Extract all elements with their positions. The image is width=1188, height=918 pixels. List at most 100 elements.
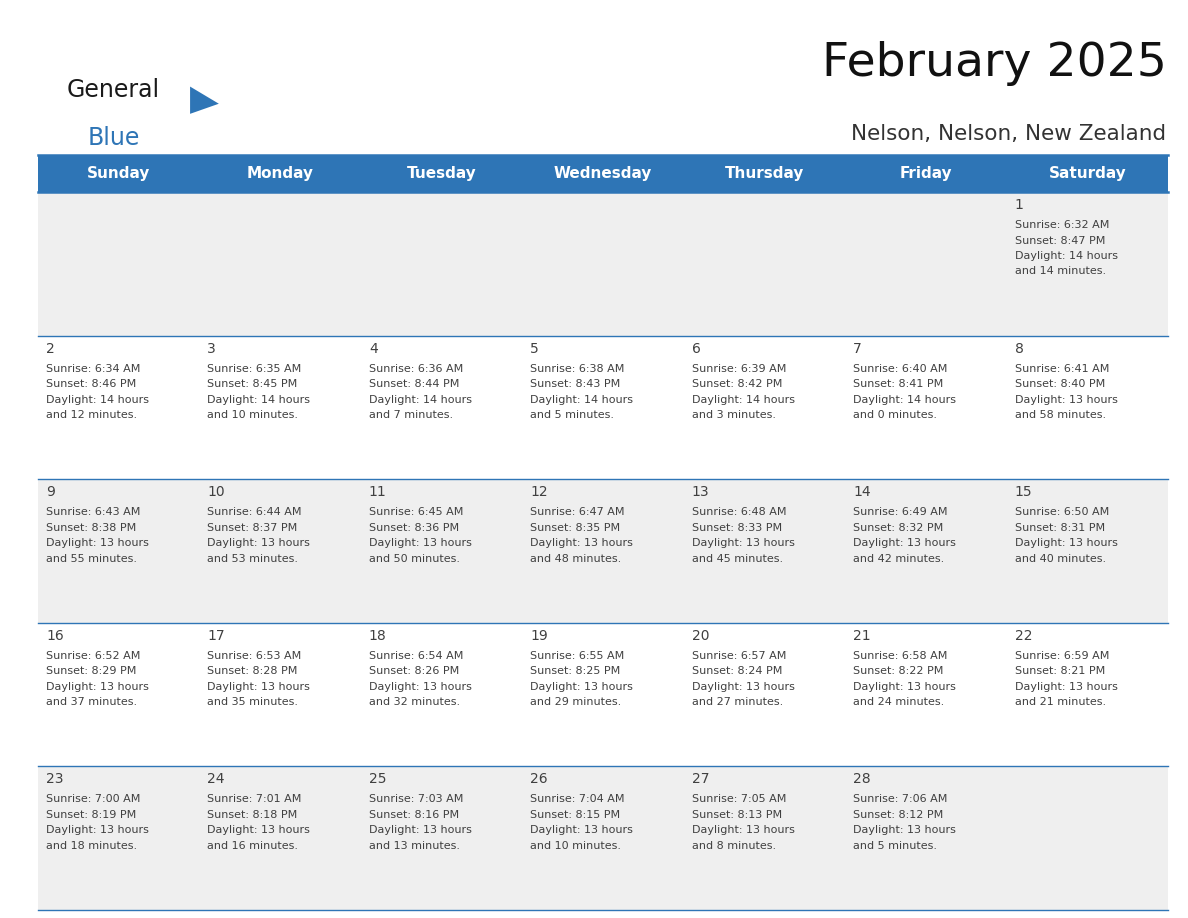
Text: 3: 3 <box>208 341 216 355</box>
Text: 12: 12 <box>530 486 548 499</box>
Text: and 3 minutes.: and 3 minutes. <box>691 410 776 420</box>
Text: and 10 minutes.: and 10 minutes. <box>208 410 298 420</box>
Bar <box>38 336 1168 479</box>
Text: 21: 21 <box>853 629 871 643</box>
Text: Blue: Blue <box>88 126 140 150</box>
Text: Sunset: 8:24 PM: Sunset: 8:24 PM <box>691 666 782 677</box>
Text: 7: 7 <box>853 341 861 355</box>
Text: and 40 minutes.: and 40 minutes. <box>1015 554 1106 564</box>
Text: Daylight: 14 hours: Daylight: 14 hours <box>368 395 472 405</box>
Text: Daylight: 14 hours: Daylight: 14 hours <box>208 395 310 405</box>
Text: Daylight: 13 hours: Daylight: 13 hours <box>853 682 956 692</box>
Text: Sunset: 8:33 PM: Sunset: 8:33 PM <box>691 522 782 532</box>
Text: Daylight: 13 hours: Daylight: 13 hours <box>46 538 148 548</box>
Text: Daylight: 14 hours: Daylight: 14 hours <box>1015 251 1118 261</box>
Text: and 0 minutes.: and 0 minutes. <box>853 410 937 420</box>
Bar <box>38 155 1168 192</box>
Text: Wednesday: Wednesday <box>554 166 652 181</box>
Text: Daylight: 13 hours: Daylight: 13 hours <box>368 538 472 548</box>
Text: Sunset: 8:22 PM: Sunset: 8:22 PM <box>853 666 943 677</box>
Text: and 5 minutes.: and 5 minutes. <box>853 841 937 851</box>
Text: Daylight: 14 hours: Daylight: 14 hours <box>853 395 956 405</box>
Text: Sunrise: 6:44 AM: Sunrise: 6:44 AM <box>208 508 302 517</box>
Text: Sunset: 8:26 PM: Sunset: 8:26 PM <box>368 666 459 677</box>
Text: 18: 18 <box>368 629 386 643</box>
Text: Sunrise: 6:48 AM: Sunrise: 6:48 AM <box>691 508 786 517</box>
Text: Sunset: 8:47 PM: Sunset: 8:47 PM <box>1015 236 1105 245</box>
Text: Daylight: 13 hours: Daylight: 13 hours <box>530 682 633 692</box>
Text: February 2025: February 2025 <box>822 41 1167 86</box>
Text: and 53 minutes.: and 53 minutes. <box>208 554 298 564</box>
Text: and 18 minutes.: and 18 minutes. <box>46 841 137 851</box>
Text: Sunrise: 6:32 AM: Sunrise: 6:32 AM <box>1015 220 1108 230</box>
Text: and 13 minutes.: and 13 minutes. <box>368 841 460 851</box>
Text: Daylight: 13 hours: Daylight: 13 hours <box>208 682 310 692</box>
Text: Nelson, Nelson, New Zealand: Nelson, Nelson, New Zealand <box>852 124 1167 144</box>
Text: Sunrise: 6:34 AM: Sunrise: 6:34 AM <box>46 364 140 374</box>
Text: 20: 20 <box>691 629 709 643</box>
Text: Sunset: 8:25 PM: Sunset: 8:25 PM <box>530 666 620 677</box>
Text: Tuesday: Tuesday <box>406 166 476 181</box>
Text: Sunset: 8:45 PM: Sunset: 8:45 PM <box>208 379 298 389</box>
Text: Daylight: 13 hours: Daylight: 13 hours <box>1015 682 1118 692</box>
Text: and 14 minutes.: and 14 minutes. <box>1015 266 1106 276</box>
Text: Sunrise: 6:52 AM: Sunrise: 6:52 AM <box>46 651 140 661</box>
Text: Sunset: 8:12 PM: Sunset: 8:12 PM <box>853 810 943 820</box>
Text: and 24 minutes.: and 24 minutes. <box>853 698 944 707</box>
Polygon shape <box>190 86 219 114</box>
Text: and 58 minutes.: and 58 minutes. <box>1015 410 1106 420</box>
Text: and 12 minutes.: and 12 minutes. <box>46 410 137 420</box>
Text: Daylight: 14 hours: Daylight: 14 hours <box>691 395 795 405</box>
Bar <box>38 479 1168 622</box>
Text: Saturday: Saturday <box>1049 166 1126 181</box>
Text: Daylight: 13 hours: Daylight: 13 hours <box>208 825 310 835</box>
Text: Sunset: 8:21 PM: Sunset: 8:21 PM <box>1015 666 1105 677</box>
Text: Sunrise: 6:39 AM: Sunrise: 6:39 AM <box>691 364 786 374</box>
Text: Sunrise: 7:06 AM: Sunrise: 7:06 AM <box>853 794 948 804</box>
Text: and 55 minutes.: and 55 minutes. <box>46 554 137 564</box>
Text: Sunset: 8:40 PM: Sunset: 8:40 PM <box>1015 379 1105 389</box>
Text: Sunset: 8:18 PM: Sunset: 8:18 PM <box>208 810 298 820</box>
Text: 9: 9 <box>46 486 55 499</box>
Text: 23: 23 <box>46 772 63 787</box>
Text: and 27 minutes.: and 27 minutes. <box>691 698 783 707</box>
Text: Sunrise: 6:41 AM: Sunrise: 6:41 AM <box>1015 364 1108 374</box>
Text: 19: 19 <box>530 629 548 643</box>
Text: Sunrise: 7:00 AM: Sunrise: 7:00 AM <box>46 794 140 804</box>
Text: Sunrise: 6:38 AM: Sunrise: 6:38 AM <box>530 364 625 374</box>
Bar <box>38 622 1168 767</box>
Text: and 42 minutes.: and 42 minutes. <box>853 554 944 564</box>
Text: Sunset: 8:32 PM: Sunset: 8:32 PM <box>853 522 943 532</box>
Text: Sunday: Sunday <box>87 166 151 181</box>
Text: 2: 2 <box>46 341 55 355</box>
Text: Thursday: Thursday <box>725 166 804 181</box>
Text: 28: 28 <box>853 772 871 787</box>
Text: Sunset: 8:29 PM: Sunset: 8:29 PM <box>46 666 137 677</box>
Text: and 16 minutes.: and 16 minutes. <box>208 841 298 851</box>
Text: Daylight: 13 hours: Daylight: 13 hours <box>368 825 472 835</box>
Text: Daylight: 13 hours: Daylight: 13 hours <box>691 825 795 835</box>
Text: Daylight: 13 hours: Daylight: 13 hours <box>1015 538 1118 548</box>
Text: Sunrise: 6:57 AM: Sunrise: 6:57 AM <box>691 651 786 661</box>
Text: Sunrise: 7:01 AM: Sunrise: 7:01 AM <box>208 794 302 804</box>
Text: 22: 22 <box>1015 629 1032 643</box>
Text: and 5 minutes.: and 5 minutes. <box>530 410 614 420</box>
Text: Daylight: 13 hours: Daylight: 13 hours <box>368 682 472 692</box>
Text: Sunset: 8:31 PM: Sunset: 8:31 PM <box>1015 522 1105 532</box>
Text: Sunrise: 6:50 AM: Sunrise: 6:50 AM <box>1015 508 1108 517</box>
Text: 4: 4 <box>368 341 378 355</box>
Text: Sunset: 8:19 PM: Sunset: 8:19 PM <box>46 810 137 820</box>
Text: Daylight: 14 hours: Daylight: 14 hours <box>46 395 148 405</box>
Text: Sunrise: 7:04 AM: Sunrise: 7:04 AM <box>530 794 625 804</box>
Text: Sunset: 8:46 PM: Sunset: 8:46 PM <box>46 379 137 389</box>
Text: 8: 8 <box>1015 341 1023 355</box>
Text: Sunrise: 6:35 AM: Sunrise: 6:35 AM <box>208 364 302 374</box>
Text: Daylight: 14 hours: Daylight: 14 hours <box>530 395 633 405</box>
Text: 24: 24 <box>208 772 225 787</box>
Text: Daylight: 13 hours: Daylight: 13 hours <box>530 825 633 835</box>
Text: Sunset: 8:16 PM: Sunset: 8:16 PM <box>368 810 459 820</box>
Text: 27: 27 <box>691 772 709 787</box>
Text: Daylight: 13 hours: Daylight: 13 hours <box>208 538 310 548</box>
Text: Sunrise: 6:53 AM: Sunrise: 6:53 AM <box>208 651 302 661</box>
Bar <box>38 767 1168 910</box>
